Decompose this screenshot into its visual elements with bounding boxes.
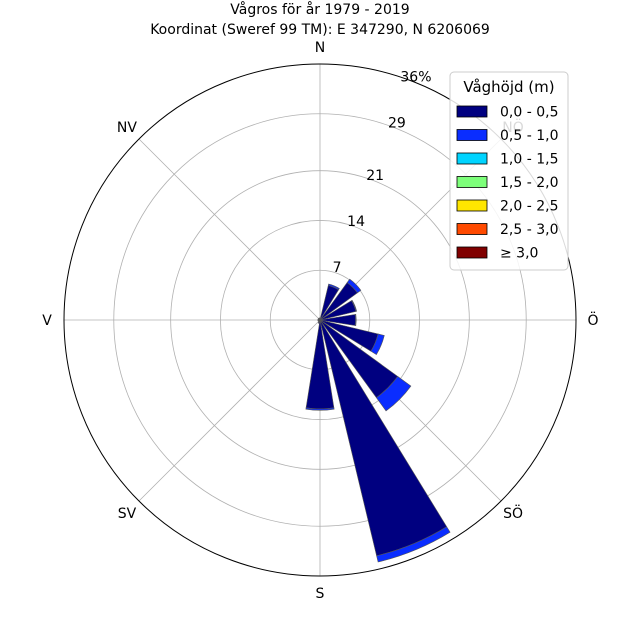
legend-swatch (456, 199, 488, 212)
direction-label: N (315, 40, 325, 56)
legend-swatch (456, 152, 488, 165)
rose-bar (354, 313, 357, 327)
rose-bar (305, 407, 335, 411)
legend-swatch (456, 176, 488, 188)
polar-frame (63, 63, 577, 577)
direction-label: S (316, 586, 325, 602)
polar-grid (64, 64, 576, 576)
outer-ring (63, 63, 577, 577)
direction-label: NV (117, 120, 137, 136)
legend: Våghöjd (m) 0,0 - 0,5 0,5 - 1,0 1,0 - 1,5 1… (449, 71, 569, 271)
legend-swatch (456, 105, 488, 118)
legend-label: 2,5 - 3,0 (500, 222, 558, 238)
rose-bar (370, 333, 385, 355)
radial-tick-labels: 7 14 21 29 36% (333, 69, 432, 276)
legend-swatch (456, 246, 488, 259)
chart-title: Vågros för år 1979 - 2019 (230, 1, 409, 18)
rose-bar (376, 376, 412, 412)
rose-bar (319, 319, 448, 557)
direction-label: Ö (587, 311, 598, 329)
legend-label: 1,5 - 2,0 (500, 175, 558, 191)
radial-tick-label: 29 (388, 115, 406, 131)
legend-label: 0,0 - 0,5 (500, 105, 558, 121)
radial-tick-label: 14 (347, 214, 365, 230)
radial-tick-label: 7 (333, 260, 342, 276)
radial-tick-label: 21 (366, 168, 384, 184)
legend-title: Våghöjd (m) (463, 78, 554, 96)
chart-subtitle: Koordinat (Sweref 99 TM): E 347290, N 62… (150, 22, 490, 38)
rose-bar (327, 283, 340, 291)
legend-swatch (456, 223, 488, 235)
rose-bar (346, 278, 362, 294)
direction-label: V (42, 313, 52, 329)
rose-bars (305, 278, 451, 563)
legend-swatch (456, 129, 488, 141)
legend-label: 1,0 - 1,5 (500, 152, 558, 168)
direction-label: SÖ (503, 504, 523, 522)
rose-bar (319, 317, 321, 321)
radial-tick-label: 36% (400, 69, 431, 85)
legend-label: 0,5 - 1,0 (500, 128, 558, 144)
rose-bar (351, 299, 358, 312)
direction-label: SV (118, 506, 137, 522)
legend-box (449, 71, 569, 271)
grid-spoke (138, 319, 321, 502)
grid-spoke (138, 138, 321, 321)
rose-bar (376, 526, 451, 563)
legend-label: 2,0 - 2,5 (500, 199, 558, 215)
legend-label: ≥ 3,0 (500, 246, 538, 262)
